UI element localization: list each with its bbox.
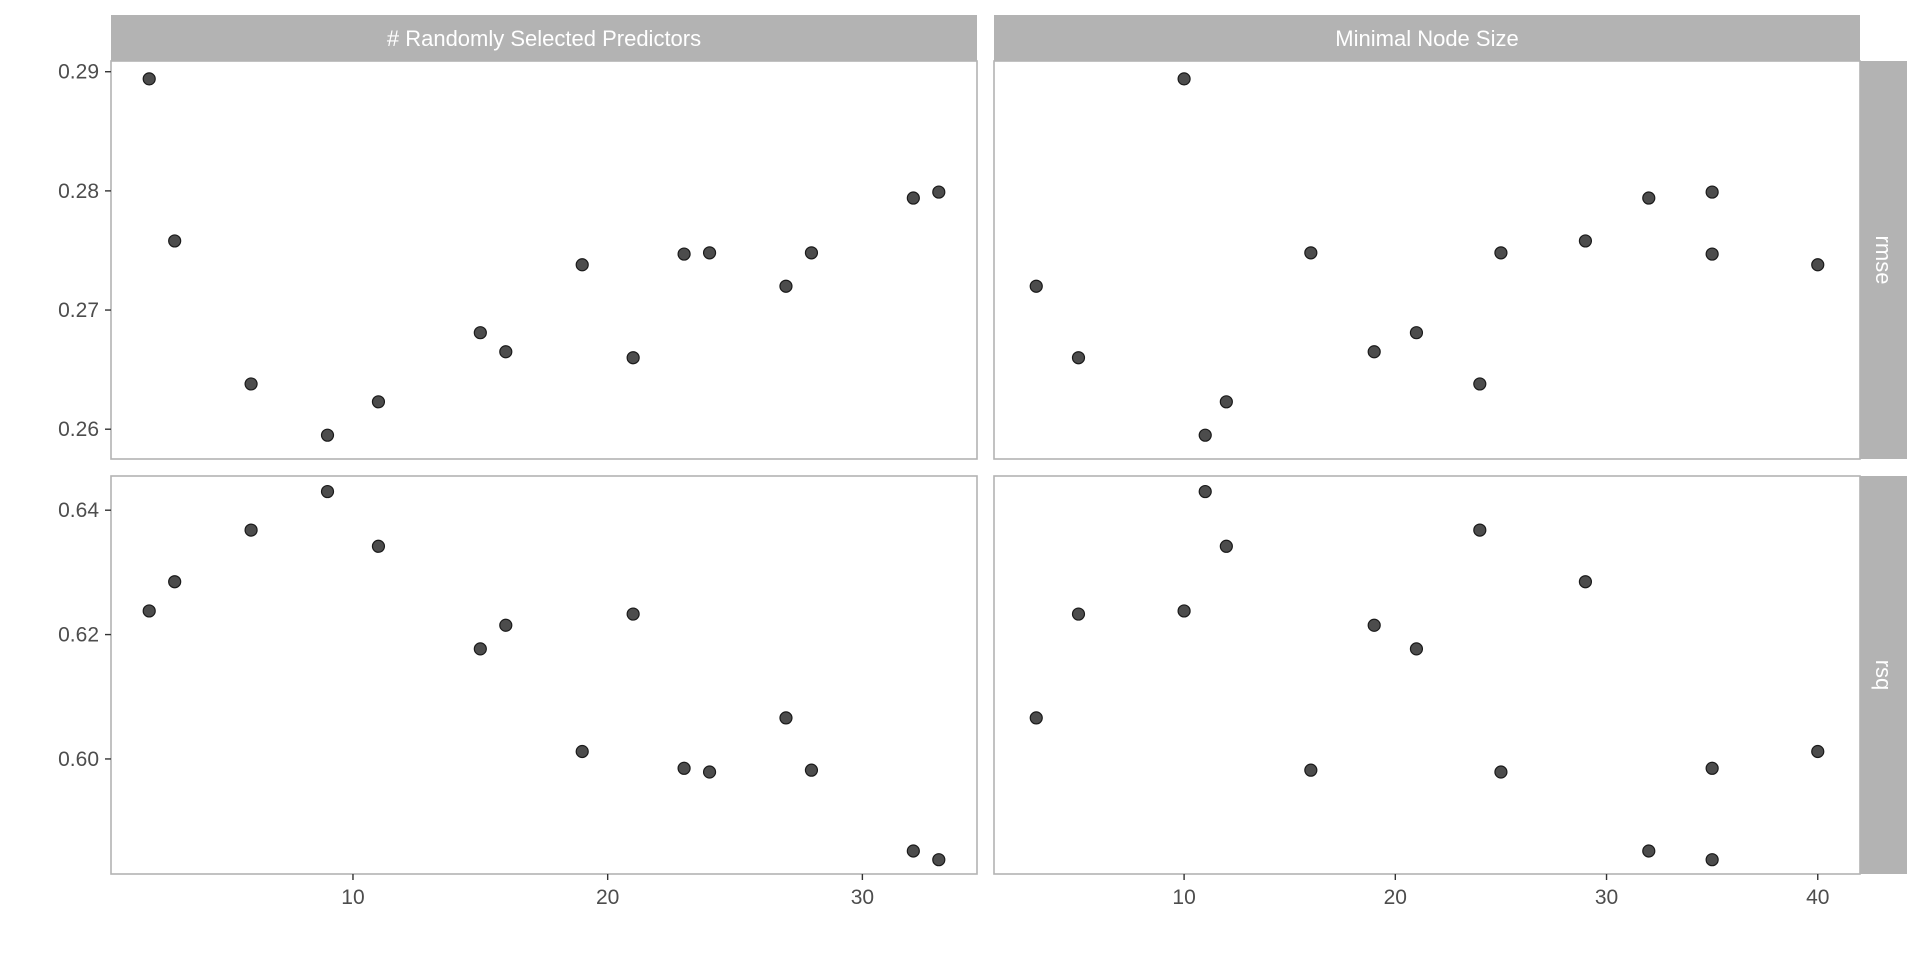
axes-layer: 0.26 0.27 0.28 0.29 0.60 0.62 0.64 10 20 30 10 20 30… (58, 61, 1829, 909)
facet-strip-label: rsq (1871, 660, 1896, 691)
y-tick-label: 0.26 (58, 418, 99, 441)
panel-background (994, 61, 1860, 459)
facet-strip-label: Minimal Node Size (1335, 26, 1518, 51)
data-point (702, 246, 717, 260)
data-point (677, 247, 691, 261)
facet-strip-row (1860, 476, 1907, 874)
data-point (371, 395, 386, 409)
facet-strip-row (1860, 61, 1907, 459)
data-point (1811, 744, 1825, 759)
y-tick-label: 0.29 (58, 61, 99, 84)
panel-background (994, 476, 1860, 874)
data-point (677, 761, 691, 775)
data-point (1177, 604, 1191, 618)
facet-strip-column (111, 15, 977, 61)
data-point (1071, 351, 1086, 365)
facet-strip-column (994, 15, 1860, 61)
x-tick-label: 10 (341, 886, 364, 909)
data-point (1304, 763, 1318, 777)
data-point (1642, 191, 1656, 205)
data-point (804, 763, 819, 777)
data-point (473, 326, 487, 340)
x-tick-label: 30 (1595, 886, 1618, 909)
data-point (1578, 234, 1593, 248)
data-point (1494, 765, 1508, 779)
data-point (906, 844, 920, 858)
data-point (1409, 642, 1424, 656)
data-point (702, 765, 717, 779)
data-point (142, 604, 156, 618)
data-point (1494, 246, 1508, 260)
data-point (320, 428, 335, 442)
data-point (499, 345, 513, 359)
data-point (906, 191, 920, 205)
data-point (626, 607, 640, 621)
data-point (779, 711, 793, 725)
data-point (932, 853, 946, 867)
data-point (1473, 523, 1487, 537)
data-point (473, 642, 487, 656)
data-point (168, 234, 182, 248)
data-point (1029, 711, 1043, 725)
data-point (1198, 484, 1212, 499)
data-point (1177, 72, 1191, 86)
y-tick-label: 0.27 (58, 299, 99, 322)
data-point (1304, 246, 1318, 260)
x-tick-label: 20 (1384, 886, 1407, 909)
facet-strip-label: # Randomly Selected Predictors (387, 26, 701, 51)
facet-strip-label: rmse (1871, 236, 1896, 285)
y-tick-label: 0.28 (58, 180, 99, 203)
data-point (1578, 575, 1593, 589)
data-point (1367, 618, 1381, 632)
panels-layer (111, 61, 1860, 874)
data-point (1705, 247, 1719, 261)
x-tick-label: 30 (851, 886, 874, 909)
y-tick-label: 0.62 (58, 624, 99, 647)
data-point (1705, 185, 1719, 199)
data-point (1705, 853, 1719, 867)
panel-background (111, 61, 977, 459)
x-tick-label: 10 (1172, 886, 1195, 909)
data-point (1705, 761, 1719, 775)
data-point (1473, 377, 1487, 391)
data-point (932, 185, 946, 199)
data-point (779, 279, 793, 293)
data-point (244, 377, 258, 391)
data-point (168, 575, 182, 589)
data-point (142, 72, 156, 86)
data-point (1029, 279, 1043, 293)
x-tick-label: 20 (596, 886, 619, 909)
data-point (371, 539, 386, 553)
data-point (1219, 539, 1233, 553)
data-point (1198, 428, 1212, 442)
data-point (1219, 395, 1233, 409)
points-layer (142, 72, 1825, 867)
x-tick-label: 40 (1806, 886, 1829, 909)
panel-border (110, 475, 978, 875)
data-point (575, 744, 589, 759)
strips-layer: # Randomly Selected Predictors Minimal No… (110, 15, 1907, 875)
data-point (320, 484, 335, 499)
data-point (1409, 326, 1424, 340)
data-point (1811, 258, 1825, 272)
data-point (1642, 844, 1656, 858)
y-tick-label: 0.60 (58, 748, 99, 771)
data-point (626, 351, 640, 365)
data-point (244, 523, 258, 537)
data-point (499, 618, 513, 632)
panel-background (111, 476, 977, 874)
y-tick-label: 0.64 (58, 499, 99, 522)
data-point (1071, 607, 1086, 621)
data-point (804, 246, 819, 260)
data-point (575, 258, 589, 272)
data-point (1367, 345, 1381, 359)
